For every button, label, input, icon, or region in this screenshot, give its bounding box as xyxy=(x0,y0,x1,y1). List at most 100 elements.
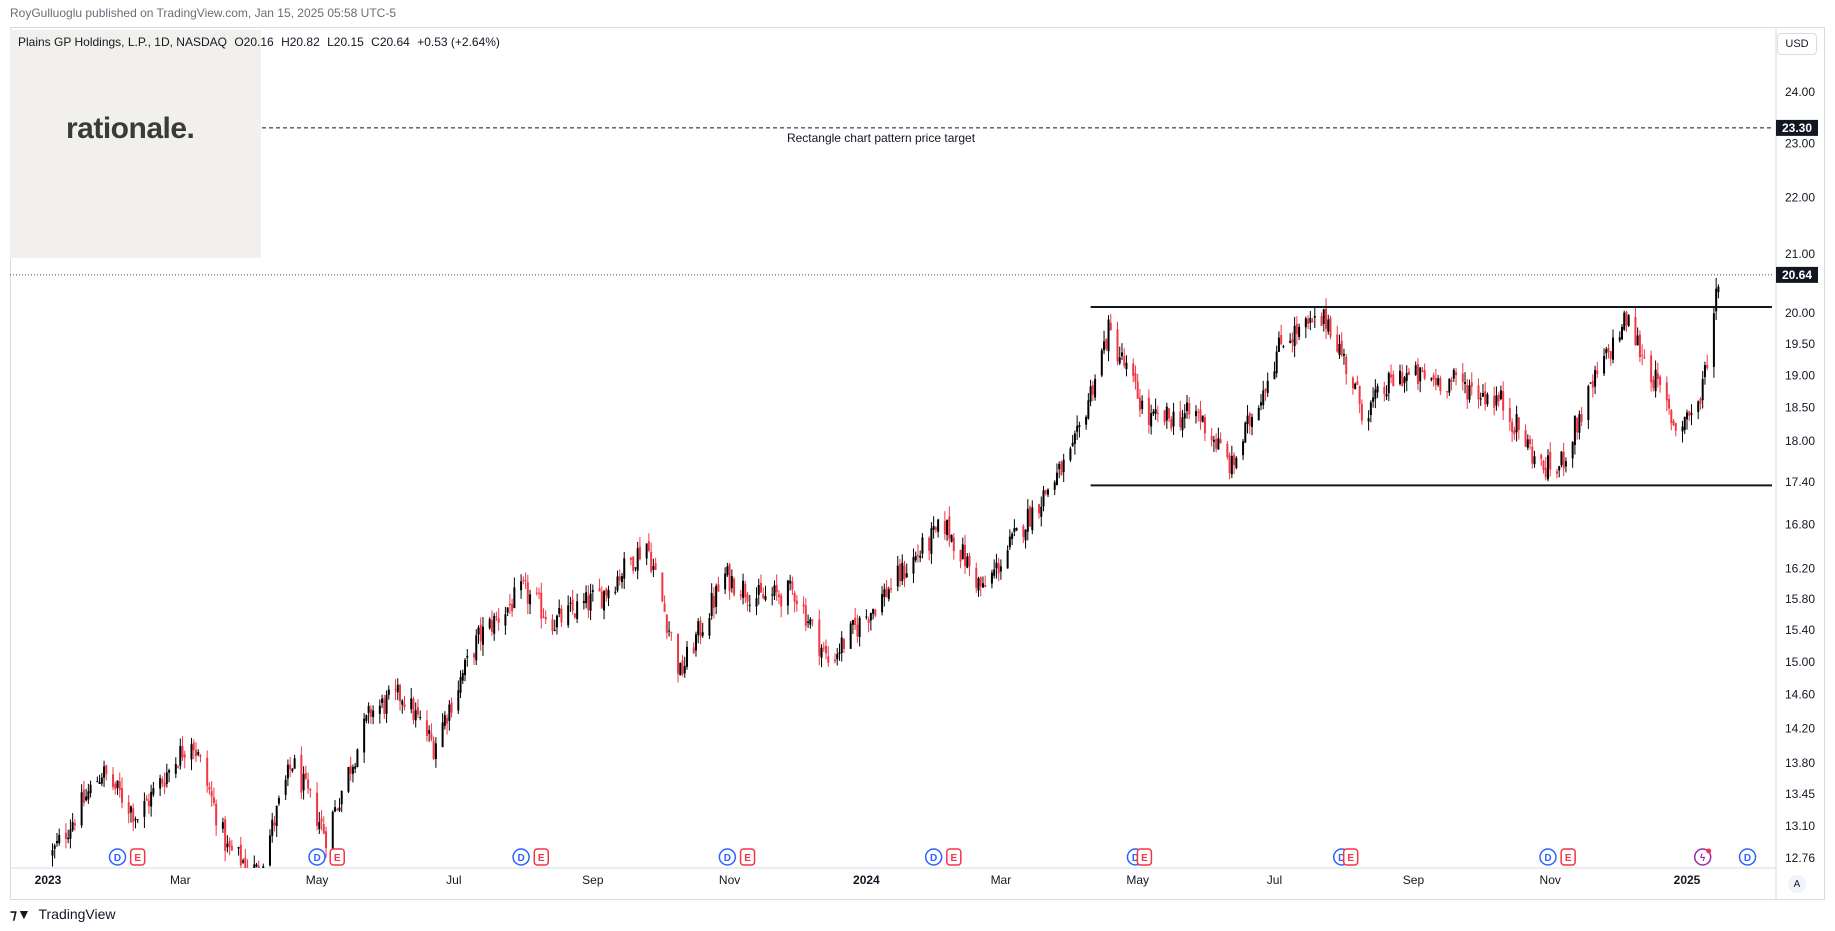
candle-body xyxy=(1062,459,1065,473)
candle-body xyxy=(1298,326,1301,337)
symbol-name[interactable]: Plains GP Holdings, L.P., 1D, NASDAQ xyxy=(18,35,227,49)
candle-body xyxy=(1587,386,1590,421)
earnings-event-icon[interactable] xyxy=(739,848,756,866)
candle-body xyxy=(1293,325,1296,347)
time-tick-label: Nov xyxy=(1540,873,1561,887)
price-tick-label: 24.00 xyxy=(1785,85,1815,99)
candle-body xyxy=(100,777,103,784)
candle-body xyxy=(385,694,388,714)
candle-body xyxy=(118,781,121,791)
autoscale-button[interactable]: A xyxy=(1788,875,1806,893)
candle-body xyxy=(1103,341,1106,351)
candle-body xyxy=(1172,411,1175,427)
earnings-event-icon[interactable] xyxy=(533,848,550,866)
split-event-icon[interactable] xyxy=(1693,848,1712,866)
candle-body xyxy=(67,837,70,840)
candle-body xyxy=(114,783,117,789)
candle-body xyxy=(990,572,993,584)
candle-body xyxy=(1564,461,1567,467)
candle-body xyxy=(1257,407,1260,421)
candle-body xyxy=(571,599,574,611)
candle-body xyxy=(587,595,590,611)
candle-body xyxy=(356,749,359,767)
dividend-event-icon[interactable] xyxy=(1539,848,1557,866)
earnings-event-icon[interactable] xyxy=(1560,848,1576,866)
candle-body xyxy=(1416,364,1419,384)
dividend-event-icon[interactable] xyxy=(308,848,326,866)
ohlc-low: L20.15 xyxy=(327,35,364,49)
dividend-event-icon[interactable] xyxy=(108,848,127,866)
candle-body xyxy=(473,653,476,658)
candle-body xyxy=(302,774,305,791)
dividend-event-icon[interactable] xyxy=(924,848,943,866)
candle-body xyxy=(396,684,399,693)
candle-body xyxy=(1605,349,1608,354)
candle-body xyxy=(827,656,830,663)
candle-body xyxy=(293,758,296,769)
candle-body xyxy=(632,556,635,571)
candle-body xyxy=(1450,380,1453,382)
candle-body xyxy=(1230,455,1233,475)
candle-body xyxy=(1668,398,1671,409)
footer-brand-label: TradingView xyxy=(38,906,116,922)
footer-brand[interactable]: ⁊▼ TradingView xyxy=(10,906,116,923)
earnings-event-icon[interactable] xyxy=(946,848,962,866)
candle-body xyxy=(1053,482,1056,490)
candle-body xyxy=(304,772,307,779)
candle-body xyxy=(869,613,872,621)
candle-body xyxy=(174,763,177,774)
candle-body xyxy=(650,551,653,572)
candle-body xyxy=(1524,430,1527,447)
candle-body xyxy=(71,821,74,831)
candle-body xyxy=(103,766,106,778)
candle-body xyxy=(1336,334,1339,352)
dividend-event-icon[interactable] xyxy=(718,848,737,866)
time-tick-label: 2025 xyxy=(1674,873,1701,887)
candle-body xyxy=(289,764,292,770)
dividend-event-icon[interactable] xyxy=(512,848,530,866)
candle-body xyxy=(858,617,861,637)
candle-body xyxy=(620,576,623,583)
candle-body xyxy=(168,770,171,773)
candle-body xyxy=(1452,369,1455,379)
last-price-axis-label-bg xyxy=(1776,266,1818,283)
candle-body xyxy=(1307,318,1310,324)
candle-body xyxy=(937,519,940,532)
candle-body xyxy=(811,619,814,621)
candle-body xyxy=(526,582,529,604)
candle-body xyxy=(1652,379,1655,388)
candle-body xyxy=(984,585,987,588)
candle-body xyxy=(1607,348,1610,352)
candle-body xyxy=(1578,414,1581,433)
earnings-event-icon[interactable] xyxy=(129,848,146,866)
candle-body xyxy=(1706,364,1709,369)
candle-body xyxy=(1233,454,1236,466)
ohlc-high: H20.82 xyxy=(281,35,320,49)
candle-body xyxy=(679,663,682,676)
candle-body xyxy=(887,589,890,600)
candle-body xyxy=(224,819,227,851)
earnings-event-icon[interactable] xyxy=(1136,848,1153,866)
earnings-event-icon[interactable] xyxy=(1342,848,1359,866)
candle-body xyxy=(975,567,978,588)
candle-body xyxy=(883,589,886,598)
candle-body xyxy=(665,614,668,633)
candle-body xyxy=(493,615,496,634)
earnings-event-icon[interactable] xyxy=(329,848,345,866)
candle-body xyxy=(394,689,397,691)
candle-body xyxy=(1199,409,1202,422)
candle-body xyxy=(1289,340,1292,343)
dividend-event-icon[interactable] xyxy=(1738,848,1757,866)
candle-body xyxy=(260,877,262,881)
candle-body xyxy=(387,689,390,695)
candle-body xyxy=(1215,438,1218,449)
symbol-legend[interactable]: Plains GP Holdings, L.P., 1D, NASDAQ O20… xyxy=(18,35,504,49)
candle-body xyxy=(1620,326,1623,340)
candle-body xyxy=(1573,416,1576,446)
currency-button[interactable]: USD xyxy=(1777,33,1817,55)
candle-body xyxy=(325,831,328,849)
candle-body xyxy=(1259,402,1262,406)
candle-body xyxy=(1029,506,1032,527)
candle-body xyxy=(194,750,197,757)
